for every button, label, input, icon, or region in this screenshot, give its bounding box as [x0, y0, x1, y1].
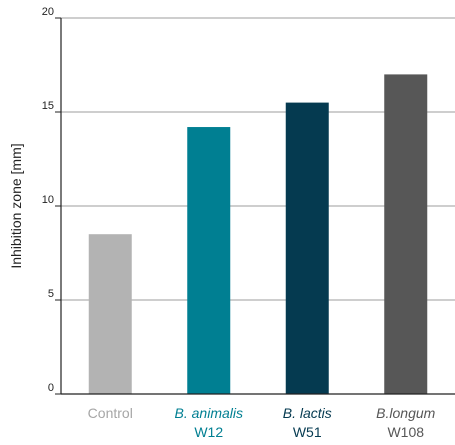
- bars: [88, 74, 428, 395]
- x-category-sublabel: W108: [387, 424, 424, 440]
- axes: [60, 18, 455, 395]
- x-category-labels: Control B. animalis W12 B. lactis W51 B.longu…: [88, 405, 436, 440]
- x-category-sublabel: W51: [293, 424, 322, 440]
- y-tick-labels: 0 5 10 15 20: [42, 6, 54, 394]
- bar: [285, 102, 329, 394]
- y-tick-label: 5: [48, 288, 54, 300]
- y-tick-label: 20: [42, 6, 54, 18]
- y-tick-label: 10: [42, 194, 54, 206]
- y-axis-title: Inhibition zone [mm]: [8, 143, 24, 268]
- x-category-label: B.longum: [376, 405, 435, 421]
- bar: [187, 127, 231, 394]
- y-tick-label: 0: [48, 382, 54, 394]
- x-category-label: B. lactis: [283, 405, 332, 421]
- bar: [384, 74, 428, 395]
- x-category-label: B. animalis: [175, 405, 243, 421]
- x-category-sublabel: W12: [194, 424, 223, 440]
- x-category-label: Control: [88, 405, 133, 421]
- y-tick-label: 15: [42, 100, 54, 112]
- bar: [88, 234, 132, 394]
